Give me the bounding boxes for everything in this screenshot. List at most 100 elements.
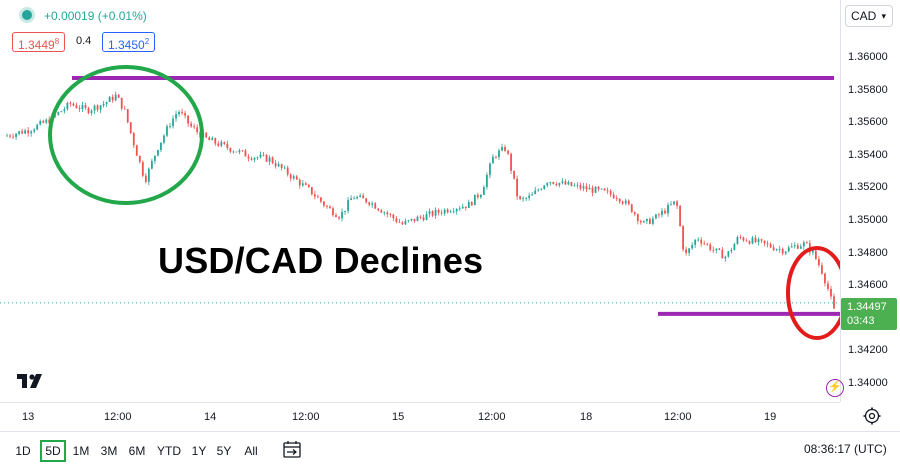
range-button-1d[interactable]: 1D: [15, 444, 31, 458]
candle-body: [132, 132, 135, 146]
price-tick-label: 1.35200: [848, 181, 888, 194]
red-circle-annotation[interactable]: [786, 246, 840, 340]
candle-body: [642, 221, 645, 223]
candle-body: [217, 143, 220, 146]
candle-body: [78, 108, 81, 109]
green-circle-annotation[interactable]: [48, 65, 204, 205]
candle-body: [181, 111, 183, 114]
candle-body: [404, 221, 407, 225]
candle-body: [661, 210, 663, 216]
candle-body: [573, 185, 576, 187]
candle-body: [307, 184, 310, 188]
time-tick-label: 12:00: [292, 411, 320, 423]
candle-body: [709, 244, 712, 251]
candle-body: [609, 190, 612, 195]
candle-body: [365, 198, 368, 203]
price-change: +0.00019 (+0.01%): [44, 9, 147, 23]
candle-body: [350, 198, 352, 201]
candle-body: [537, 189, 540, 191]
candle-body: [805, 242, 808, 244]
candle-body: [703, 243, 706, 245]
candle-body: [329, 206, 331, 209]
candle-body: [220, 142, 223, 146]
candle-body: [624, 200, 627, 204]
price-axis[interactable]: [840, 0, 900, 402]
candle-body: [552, 182, 555, 184]
time-axis[interactable]: 13 12:00 14 12:00 15 12:00 18 12:00 19: [0, 402, 840, 430]
candle-body: [178, 111, 180, 115]
candle-body: [621, 201, 624, 204]
candle-body: [226, 143, 229, 149]
candle-body: [126, 109, 129, 123]
candle-body: [724, 256, 727, 259]
candle-body: [814, 250, 817, 260]
lightning-icon[interactable]: ⚡: [826, 379, 844, 397]
candle-body: [301, 183, 304, 186]
currency-button[interactable]: CAD ▾: [845, 5, 893, 27]
range-button-all[interactable]: All: [244, 444, 258, 458]
candle-body: [265, 154, 268, 162]
candle-body: [268, 157, 271, 162]
candle-body: [108, 96, 111, 102]
candle-body: [676, 201, 678, 206]
candle-body: [630, 204, 633, 213]
candle-body: [516, 178, 518, 197]
candle-body: [371, 203, 374, 205]
candle-body: [440, 212, 443, 214]
candle-body: [374, 203, 377, 209]
candle-body: [250, 158, 253, 160]
range-button-1y[interactable]: 1Y: [191, 444, 207, 458]
candle-body: [241, 150, 244, 152]
candle-body: [799, 246, 802, 249]
candle-body: [513, 170, 515, 179]
chart-area[interactable]: [0, 0, 840, 402]
range-button-3m[interactable]: 3M: [100, 444, 118, 458]
candle-body: [667, 204, 669, 214]
candle-body: [697, 239, 700, 241]
candle-body: [464, 206, 467, 208]
sell-button[interactable]: 1.34498: [12, 32, 66, 52]
price-tick-label: 1.34000: [848, 376, 888, 389]
time-tick-label: 14: [204, 411, 217, 423]
candle-body: [479, 194, 482, 198]
candle-body: [84, 105, 87, 108]
candle-body: [718, 248, 721, 250]
candle-body: [99, 105, 102, 110]
candle-body: [193, 126, 196, 128]
candle-body: [389, 214, 392, 215]
range-button-1m[interactable]: 1M: [72, 444, 90, 458]
price-tick-label: 1.34800: [848, 246, 888, 259]
candle-body: [492, 156, 494, 164]
candle-body: [154, 155, 156, 161]
settings-gear-icon[interactable]: [862, 406, 882, 426]
candle-body: [6, 135, 8, 137]
range-button-5d[interactable]: 5D: [40, 440, 66, 462]
current-price-value: 1.34497: [847, 301, 887, 313]
range-button-5y[interactable]: 5Y: [216, 444, 232, 458]
candle-body: [280, 164, 283, 168]
time-tick-label: 18: [580, 411, 593, 423]
candle-body: [772, 247, 775, 251]
candle-body: [144, 175, 147, 182]
range-button-ytd[interactable]: YTD: [157, 444, 181, 458]
candle-body: [612, 194, 615, 199]
candle-body: [416, 216, 419, 222]
candle-body: [277, 164, 280, 167]
candle-body: [368, 202, 371, 205]
candle-body: [304, 183, 307, 185]
utc-clock[interactable]: 08:36:17 (UTC): [804, 442, 887, 456]
candle-body: [486, 174, 488, 188]
candle-body: [129, 122, 132, 133]
candle-body: [648, 218, 651, 224]
candle-body: [235, 151, 238, 153]
buy-button[interactable]: 1.34502: [102, 32, 156, 52]
date-range-icon[interactable]: [282, 439, 302, 459]
tradingview-logo-icon[interactable]: [16, 372, 46, 390]
range-button-6m[interactable]: 6M: [128, 444, 146, 458]
candle-body: [802, 242, 805, 247]
candle-body: [597, 186, 600, 189]
candle-body: [66, 102, 69, 110]
price-chart[interactable]: [0, 0, 840, 402]
candle-body: [9, 135, 11, 137]
bottom-toolbar: 1D 5D 1M 3M 6M YTD 1Y 5Y All 08:36:17 (UTC): [0, 431, 900, 466]
